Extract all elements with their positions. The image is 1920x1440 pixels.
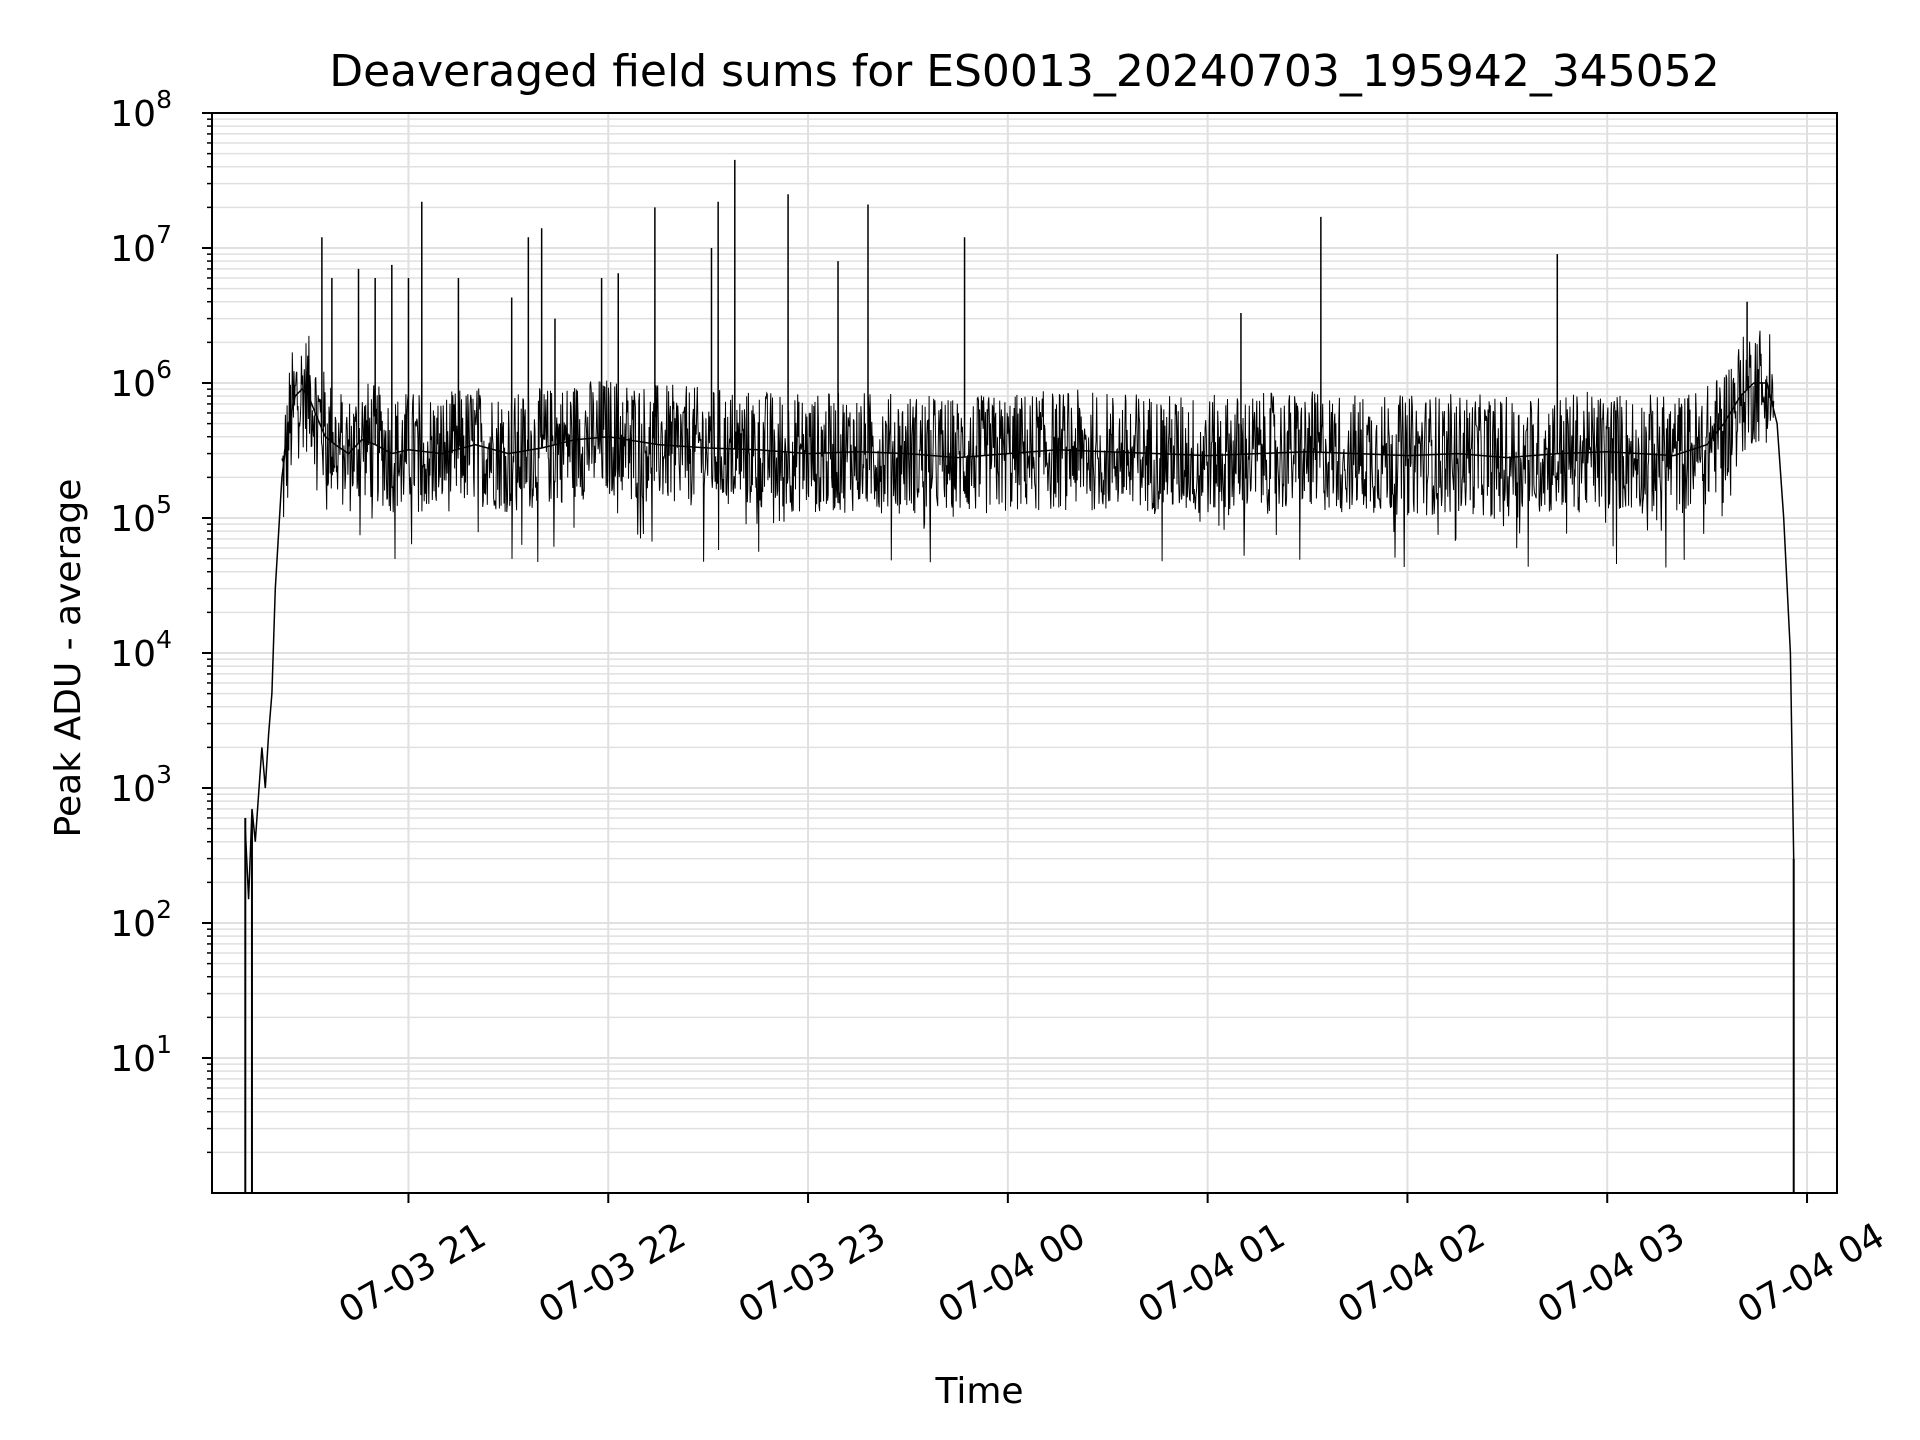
x-tick-label: 07-03 23 [732, 1215, 893, 1331]
y-tick-label: 101 [110, 1030, 172, 1080]
chart-title: Deaveraged field sums for ES0013_2024070… [329, 46, 1720, 97]
y-tick-exponent: 7 [156, 220, 172, 249]
x-tick-label: 07-03 22 [532, 1215, 693, 1331]
grid-layer [212, 113, 1837, 1194]
y-tick-exponent: 4 [156, 625, 172, 654]
x-axis-label: Time [934, 1371, 1023, 1412]
y-tick-label: 107 [110, 220, 172, 270]
x-tick-label: 07-04 03 [1531, 1215, 1692, 1331]
x-tick-label: 07-04 00 [932, 1215, 1093, 1331]
y-tick-exponent: 1 [156, 1030, 172, 1059]
y-tick-exponent: 5 [156, 490, 172, 519]
x-tick-label: 07-03 21 [332, 1215, 493, 1331]
y-tick-exponent: 2 [156, 895, 172, 924]
x-tick-label: 07-04 01 [1131, 1215, 1292, 1331]
y-tick-exponent: 6 [156, 355, 172, 384]
ticks-layer: 101 102 103 104 105 106 107 108 07-03 21 07-03 22… [110, 85, 1891, 1332]
y-tick-exponent: 3 [156, 760, 172, 789]
series-layer [244, 159, 1795, 1193]
y-tick-exponent: 8 [156, 85, 172, 114]
x-tick-label: 07-04 04 [1731, 1215, 1892, 1331]
y-tick-label: 108 [110, 85, 172, 135]
y-tick-label: 103 [110, 760, 172, 810]
y-axis-label: Peak ADU - average [48, 479, 89, 838]
series-noise [281, 330, 1775, 568]
x-tick-label: 07-04 02 [1331, 1215, 1492, 1331]
y-tick-label: 106 [110, 355, 172, 405]
y-tick-label: 104 [110, 625, 172, 675]
y-tick-label: 105 [110, 490, 172, 540]
y-tick-label: 102 [110, 895, 172, 945]
